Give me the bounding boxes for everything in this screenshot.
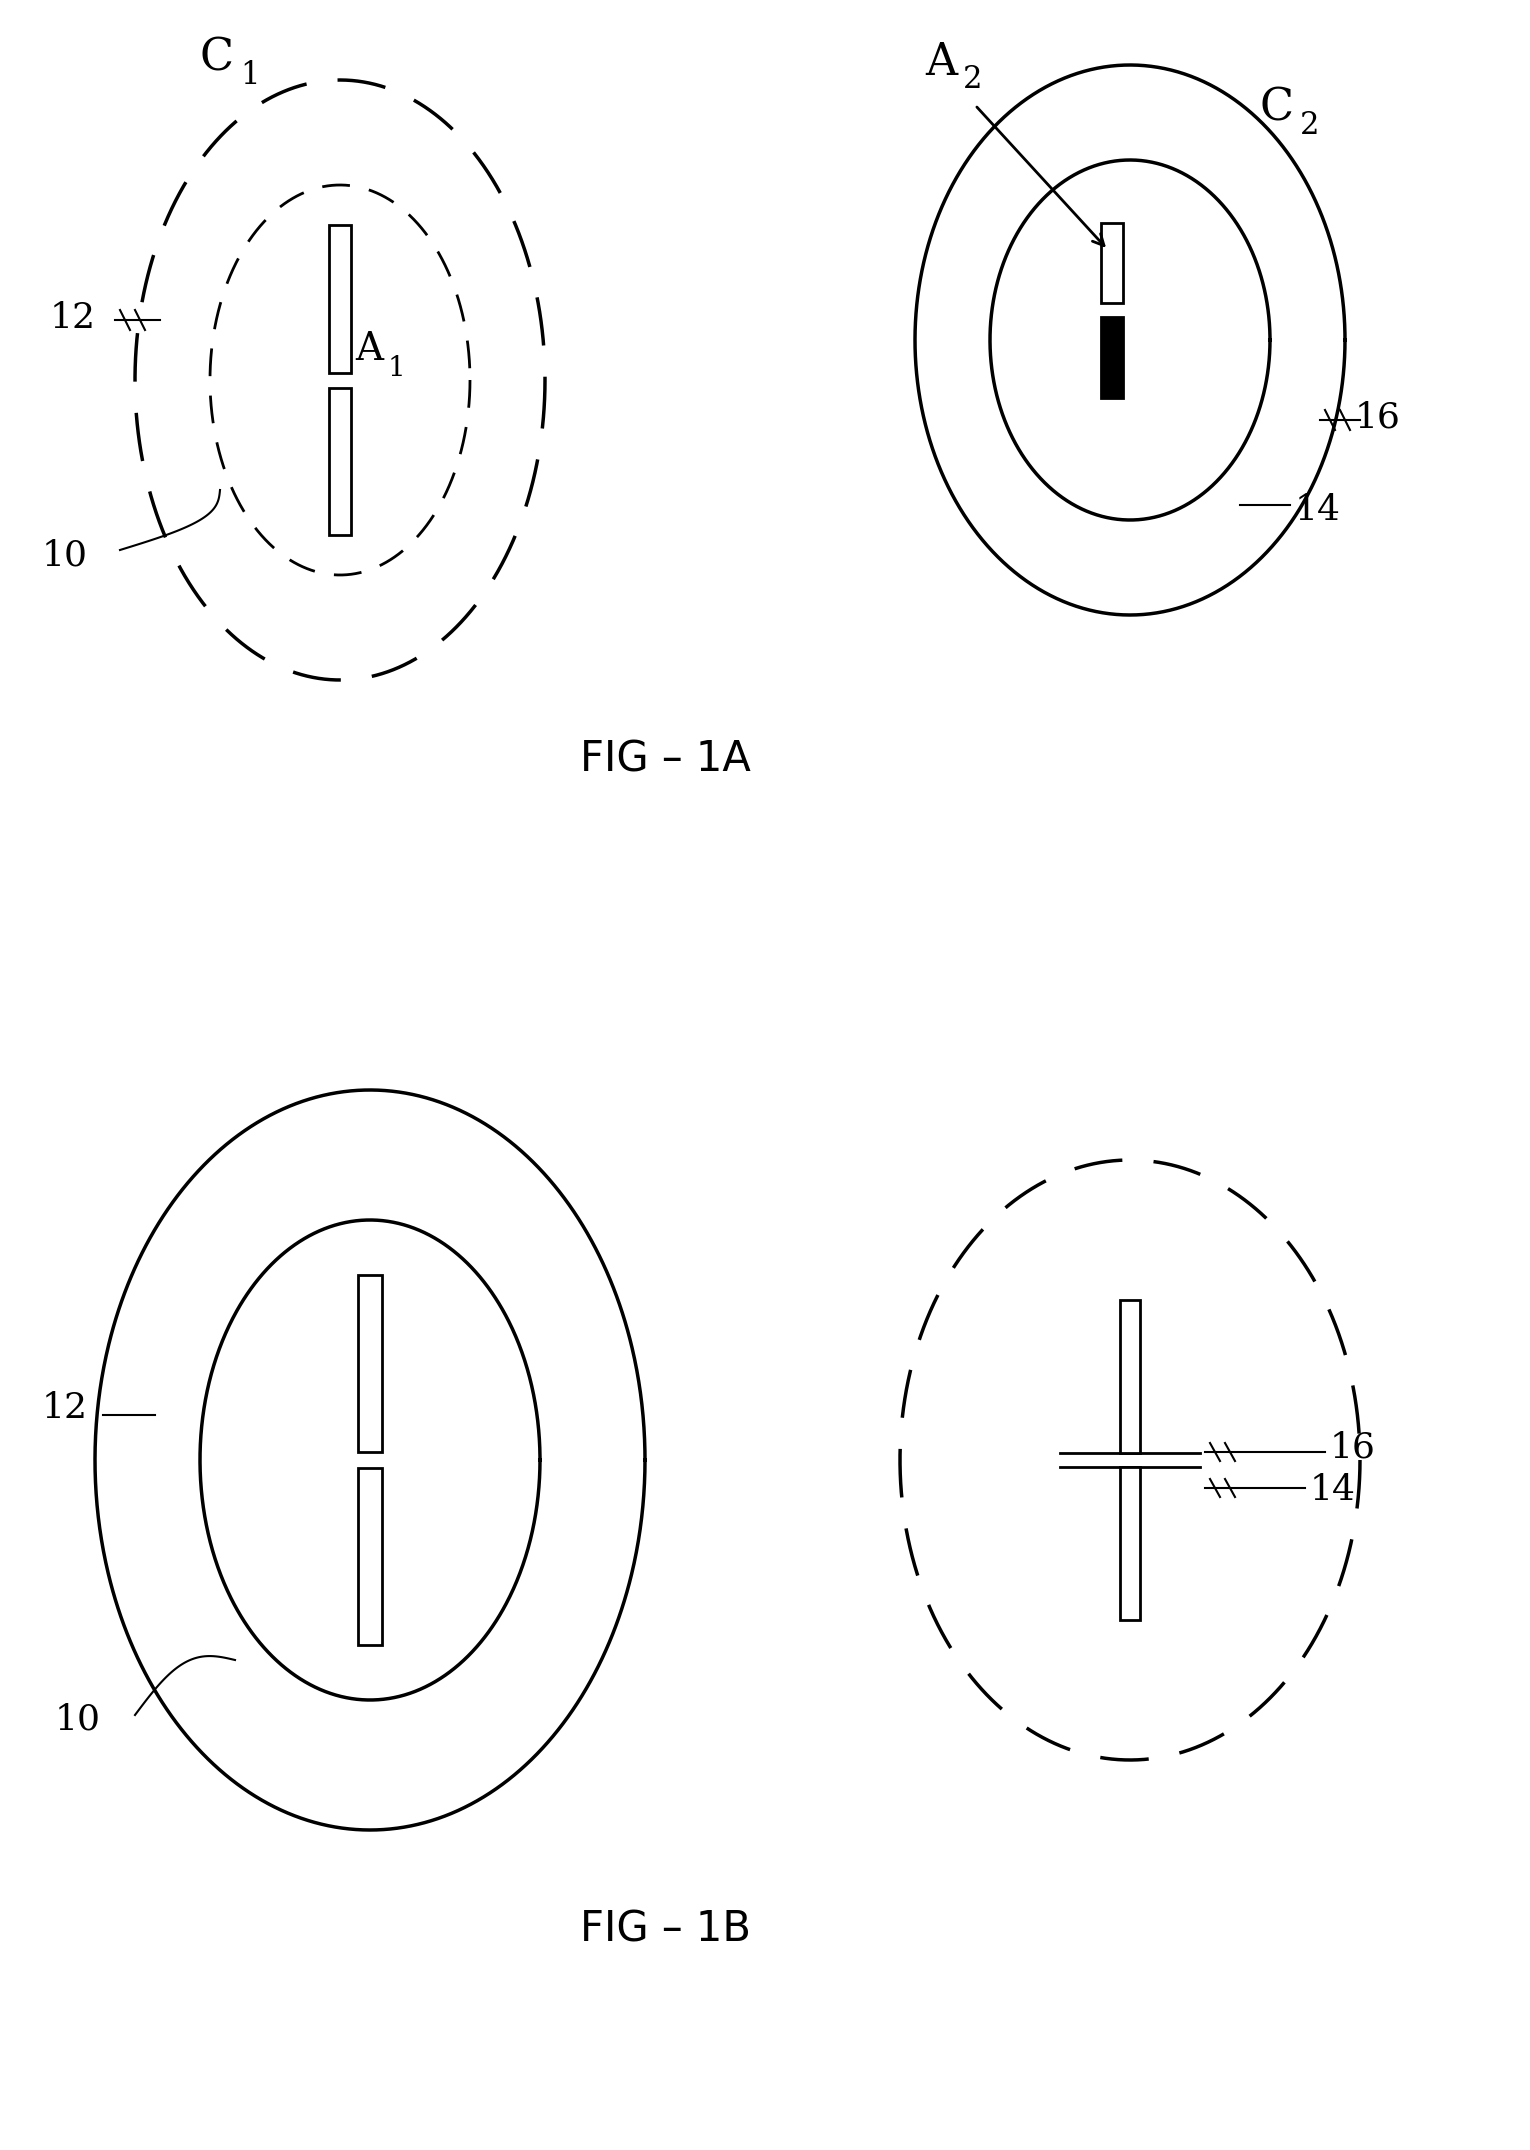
Text: 10: 10 [55,1703,101,1737]
Text: A: A [926,41,958,84]
Text: C: C [1261,86,1294,129]
Text: 12: 12 [41,1391,89,1425]
Polygon shape [329,226,350,372]
Text: C: C [200,37,234,80]
Polygon shape [329,387,350,535]
Text: 1: 1 [389,355,405,381]
Polygon shape [1120,1466,1140,1619]
Text: 1: 1 [240,60,260,92]
Text: 10: 10 [41,538,89,572]
Polygon shape [1102,316,1123,398]
Text: A: A [355,331,382,368]
Polygon shape [358,1275,382,1451]
Polygon shape [1102,221,1123,303]
Polygon shape [358,1468,382,1645]
Text: 16: 16 [1330,1432,1375,1464]
Text: 2: 2 [962,64,982,95]
Text: 14: 14 [1294,492,1340,527]
Text: 16: 16 [1356,402,1401,434]
Text: 14: 14 [1310,1473,1356,1507]
Text: FIG – 1A: FIG – 1A [580,740,751,780]
Text: 12: 12 [50,301,96,335]
Text: FIG – 1B: FIG – 1B [580,1909,751,1950]
Text: 2: 2 [1300,110,1319,142]
Polygon shape [1120,1301,1140,1453]
